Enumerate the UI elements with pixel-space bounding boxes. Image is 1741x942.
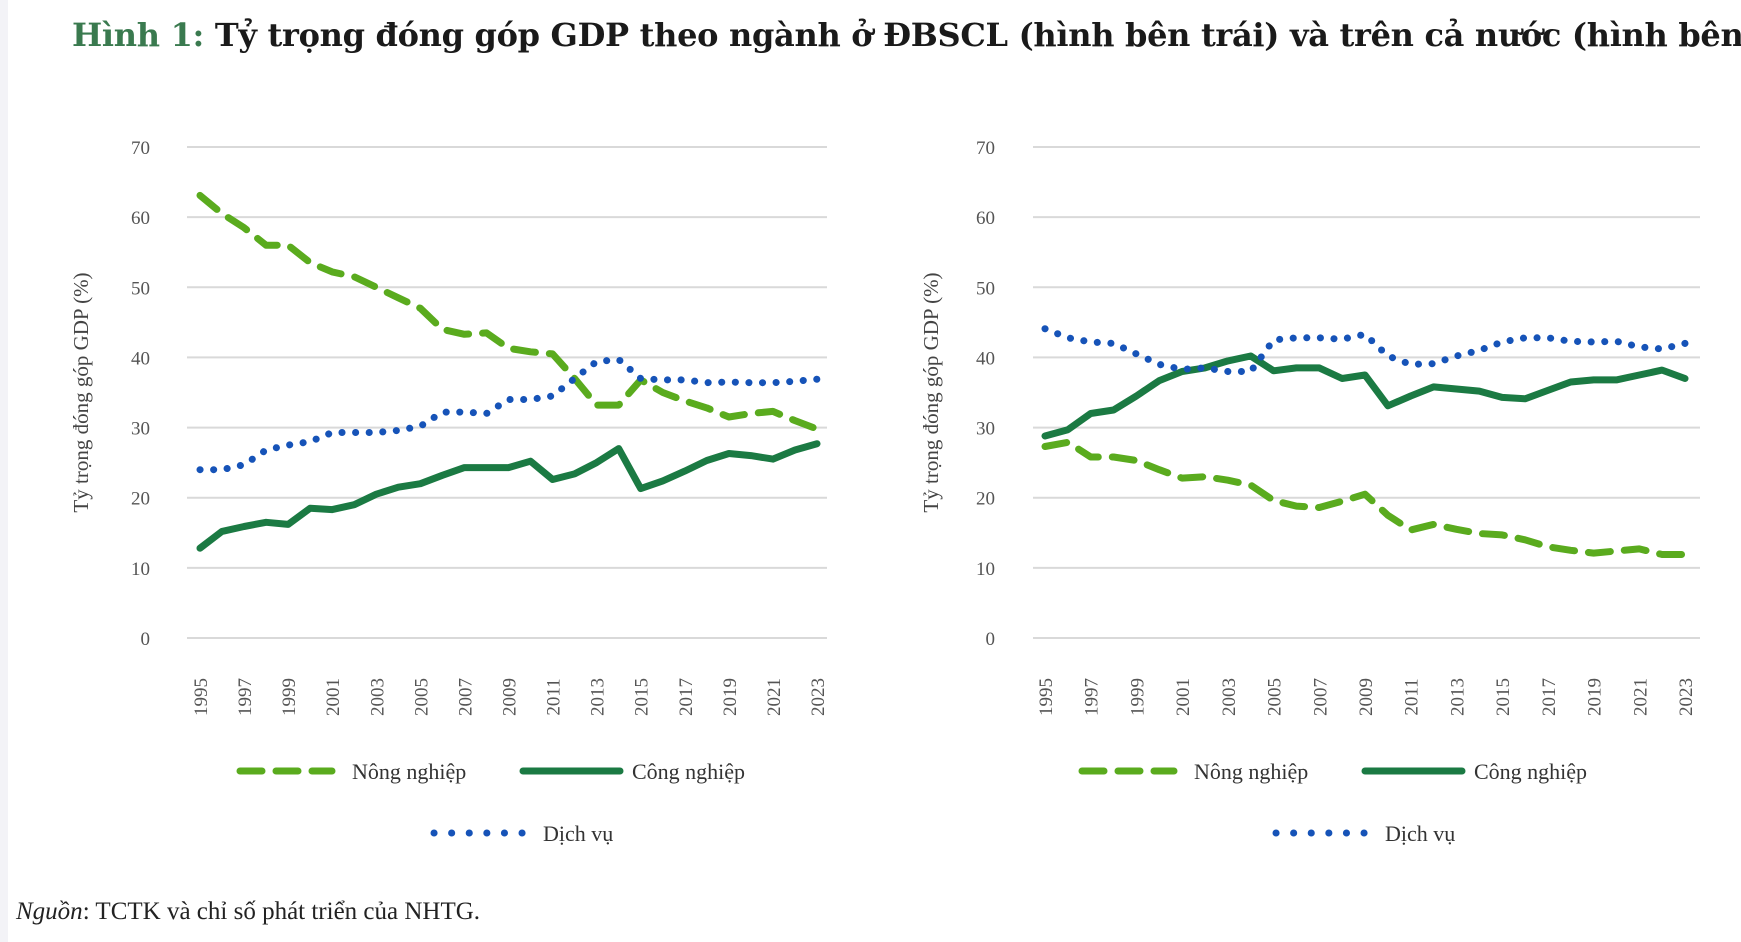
legend-label-cong-nghiep: Công nghiệp (1474, 759, 1587, 784)
source-note: Nguồn: TCTK và chỉ số phát triển của NHT… (16, 898, 480, 926)
x-tick-label: 1995 (1036, 678, 1057, 716)
y-tick-label: 50 (976, 278, 995, 299)
y-tick-label: 60 (131, 208, 150, 229)
x-tick-label: 2005 (1265, 678, 1286, 716)
x-tick-label: 2003 (1219, 678, 1240, 716)
y-tick-label: 40 (131, 348, 150, 369)
figure-title: Hình 1: Tỷ trọng đóng góp GDP theo ngành… (72, 16, 1741, 54)
series-line-dotted (196, 356, 821, 474)
chart-right-ca-nuoc: 0 10 20 30 40 50 60 70 Tỷ trọng đóng góp GDP (%)… (919, 138, 1700, 846)
y-tick-label: 50 (131, 278, 150, 299)
source-label: Nguồn (16, 898, 83, 925)
x-tick-label: 1997 (235, 678, 256, 716)
legend-label-dich-vu: Dịch vụ (1385, 821, 1455, 846)
y-tick-label: 20 (976, 489, 995, 510)
x-tick-label: 2013 (1447, 678, 1468, 716)
y-axis-label: Tỷ trọng đóng góp GDP (%) (69, 272, 93, 512)
figure-title-text: Tỷ trọng đóng góp GDP theo ngành ở ĐBSCL… (214, 16, 1741, 54)
figure-title-prefix: Hình 1: (72, 16, 205, 54)
legend-label-nong-nghiep: Nông nghiệp (1194, 759, 1308, 784)
series-line-solid (1041, 352, 1689, 440)
source-text: : TCTK và chỉ số phát triển của NHTG. (82, 898, 481, 925)
page-margin-bar (0, 0, 8, 942)
x-tick-label: 1999 (1127, 678, 1148, 716)
x-tick-label: 2021 (764, 678, 785, 716)
series-line-dotted (1041, 325, 1689, 375)
x-tick-label: 1995 (191, 678, 212, 716)
x-tick-label: 2017 (1539, 678, 1560, 716)
y-tick-label: 0 (141, 629, 151, 650)
chart-left-dbscl: 0 10 20 30 40 50 60 70 Tỷ trọng đóng góp GDP (%)… (69, 138, 829, 846)
x-tick-label: 1999 (279, 678, 300, 716)
y-axis-label: Tỷ trọng đóng góp GDP (%) (919, 272, 943, 512)
x-tick-label: 2009 (500, 678, 521, 716)
x-tick-label: 2005 (411, 678, 432, 716)
series-line-dashed (1041, 438, 1689, 558)
x-tick-label: 2001 (1173, 678, 1194, 716)
x-tick-label: 2023 (808, 678, 829, 716)
y-tick-label: 30 (976, 419, 995, 440)
x-tick-label: 1997 (1082, 678, 1103, 716)
y-tick-label: 70 (976, 138, 995, 159)
y-tick-label: 40 (976, 348, 995, 369)
x-tick-label: 2007 (455, 678, 476, 716)
x-tick-label: 2011 (544, 678, 565, 715)
y-tick-label: 70 (131, 138, 150, 159)
x-tick-label: 2001 (323, 678, 344, 716)
legend-label-nong-nghiep: Nông nghiệp (352, 759, 466, 784)
y-tick-label: 10 (976, 559, 995, 580)
x-tick-label: 2021 (1630, 678, 1651, 716)
x-tick-label: 2009 (1356, 678, 1377, 716)
x-tick-label: 2013 (588, 678, 609, 716)
y-tick-label: 20 (131, 489, 150, 510)
x-tick-label: 2019 (1585, 678, 1606, 716)
y-tick-label: 60 (976, 208, 995, 229)
series-line-solid (196, 440, 821, 552)
x-tick-label: 2003 (367, 678, 388, 716)
x-tick-label: 2011 (1402, 678, 1423, 715)
y-tick-label: 0 (986, 629, 996, 650)
x-tick-label: 2023 (1676, 678, 1697, 716)
y-tick-label: 30 (131, 419, 150, 440)
x-tick-label: 2017 (676, 678, 697, 716)
series-line-dashed (196, 191, 821, 433)
legend-label-cong-nghiep: Công nghiệp (632, 759, 745, 784)
x-tick-label: 2015 (1493, 678, 1514, 716)
y-tick-label: 10 (131, 559, 150, 580)
legend-label-dich-vu: Dịch vụ (543, 821, 613, 846)
x-tick-label: 2019 (720, 678, 741, 716)
x-tick-label: 2007 (1310, 678, 1331, 716)
x-tick-label: 2015 (632, 678, 653, 716)
